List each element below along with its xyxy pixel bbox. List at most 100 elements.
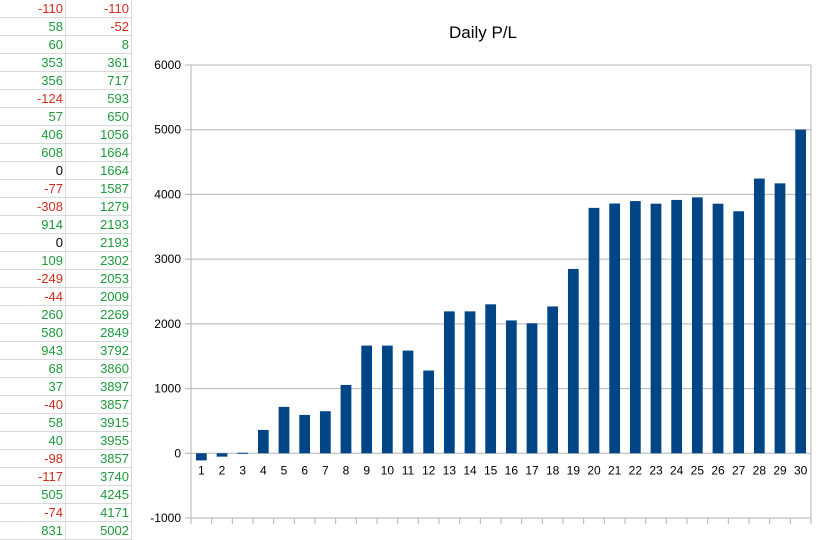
daily-value-cell[interactable]: 406 — [0, 126, 66, 144]
daily-value-cell[interactable]: 40 — [0, 432, 66, 450]
x-tick-label: 1 — [198, 463, 205, 477]
daily-value-cell[interactable]: 109 — [0, 252, 66, 270]
x-tick-label: 17 — [525, 463, 539, 477]
sheet-row: -308 1279 — [0, 198, 132, 216]
cumulative-value-cell[interactable]: 2849 — [66, 324, 132, 342]
cumulative-value-cell[interactable]: 3955 — [66, 432, 132, 450]
daily-value-cell[interactable]: 60 — [0, 36, 66, 54]
x-tick-label: 24 — [670, 463, 684, 477]
daily-value-cell[interactable]: 260 — [0, 306, 66, 324]
y-tick-label: 1000 — [154, 382, 181, 396]
daily-value-cell[interactable]: -110 — [0, 0, 66, 18]
cumulative-value-cell[interactable]: 3857 — [66, 450, 132, 468]
cumulative-value-cell[interactable]: 593 — [66, 90, 132, 108]
cumulative-value-cell[interactable]: 3860 — [66, 360, 132, 378]
sheet-row: 831 5002 — [0, 522, 132, 540]
cumulative-value-cell[interactable]: 4245 — [66, 486, 132, 504]
cumulative-value-cell[interactable]: 2053 — [66, 270, 132, 288]
sheet-row: -110 -110 — [0, 0, 132, 18]
daily-value-cell[interactable]: -124 — [0, 90, 66, 108]
chart-title: Daily P/L — [449, 23, 517, 42]
cumulative-value-cell[interactable]: 3857 — [66, 396, 132, 414]
bar — [319, 411, 331, 454]
x-tick-label: 4 — [260, 463, 267, 477]
daily-value-cell[interactable]: 831 — [0, 522, 66, 540]
cumulative-value-cell[interactable]: -52 — [66, 18, 132, 36]
daily-value-cell[interactable]: 0 — [0, 162, 66, 180]
daily-value-cell[interactable]: 58 — [0, 18, 66, 36]
sheet-row: 505 4245 — [0, 486, 132, 504]
bars — [195, 129, 807, 461]
cumulative-value-cell[interactable]: 2193 — [66, 216, 132, 234]
bar — [423, 370, 435, 454]
y-tick-label: 6000 — [154, 58, 181, 72]
cumulative-value-cell[interactable]: 650 — [66, 108, 132, 126]
x-tick-label: 30 — [794, 463, 808, 477]
cumulative-value-cell[interactable]: 1056 — [66, 126, 132, 144]
x-tick-label: 14 — [463, 463, 477, 477]
bar — [733, 211, 745, 454]
cumulative-value-cell[interactable]: 1664 — [66, 162, 132, 180]
daily-pl-chart: Daily P/L -1000 0 1000 2000 3000 4000 5000 6000… — [150, 23, 812, 525]
x-tick-label: 29 — [773, 463, 787, 477]
sheet-row: 406 1056 — [0, 126, 132, 144]
daily-value-cell[interactable]: 356 — [0, 72, 66, 90]
x-tick-label: 23 — [649, 463, 663, 477]
cumulative-value-cell[interactable]: 2269 — [66, 306, 132, 324]
bar — [361, 345, 373, 454]
daily-value-cell[interactable]: 58 — [0, 414, 66, 432]
daily-value-cell[interactable]: -249 — [0, 270, 66, 288]
cumulative-value-cell[interactable]: 717 — [66, 72, 132, 90]
daily-value-cell[interactable]: -117 — [0, 468, 66, 486]
daily-value-cell[interactable]: 353 — [0, 54, 66, 72]
sheet-row: -77 1587 — [0, 180, 132, 198]
daily-value-cell[interactable]: 37 — [0, 378, 66, 396]
daily-value-cell[interactable]: -40 — [0, 396, 66, 414]
daily-value-cell[interactable]: -77 — [0, 180, 66, 198]
cumulative-value-cell[interactable]: 4171 — [66, 504, 132, 522]
daily-value-cell[interactable]: 580 — [0, 324, 66, 342]
daily-value-cell[interactable]: 914 — [0, 216, 66, 234]
bar — [257, 429, 269, 454]
x-tick-label: 15 — [484, 463, 498, 477]
cumulative-value-cell[interactable]: 1587 — [66, 180, 132, 198]
cumulative-value-cell[interactable]: 2009 — [66, 288, 132, 306]
cumulative-value-cell[interactable]: 2193 — [66, 234, 132, 252]
daily-value-cell[interactable]: -74 — [0, 504, 66, 522]
sheet-row: 60 8 — [0, 36, 132, 54]
cumulative-value-cell[interactable]: 8 — [66, 36, 132, 54]
x-tick-label: 13 — [443, 463, 457, 477]
bar — [547, 306, 559, 454]
bar — [485, 304, 497, 454]
cumulative-value-cell[interactable]: 361 — [66, 54, 132, 72]
daily-value-cell[interactable]: -44 — [0, 288, 66, 306]
daily-value-cell[interactable]: 68 — [0, 360, 66, 378]
cumulative-value-cell[interactable]: -110 — [66, 0, 132, 18]
bar — [712, 203, 724, 454]
daily-value-cell[interactable]: 57 — [0, 108, 66, 126]
bar — [278, 406, 290, 454]
bar — [505, 320, 517, 454]
bar — [609, 203, 621, 454]
y-tick-label: 0 — [174, 446, 181, 460]
cumulative-value-cell[interactable]: 1664 — [66, 144, 132, 162]
cumulative-value-cell[interactable]: 3897 — [66, 378, 132, 396]
cumulative-value-cell[interactable]: 3915 — [66, 414, 132, 432]
cumulative-value-cell[interactable]: 3740 — [66, 468, 132, 486]
cumulative-value-cell[interactable]: 2302 — [66, 252, 132, 270]
sheet-row: 260 2269 — [0, 306, 132, 324]
cumulative-value-cell[interactable]: 1279 — [66, 198, 132, 216]
bar — [650, 203, 662, 454]
cumulative-value-cell[interactable]: 3792 — [66, 342, 132, 360]
daily-value-cell[interactable]: -308 — [0, 198, 66, 216]
bar — [195, 453, 207, 461]
y-tick-label: -1000 — [150, 511, 181, 525]
cumulative-value-cell[interactable]: 5002 — [66, 522, 132, 540]
daily-value-cell[interactable]: 943 — [0, 342, 66, 360]
daily-value-cell[interactable]: 608 — [0, 144, 66, 162]
x-tick-label: 9 — [363, 463, 370, 477]
daily-value-cell[interactable]: 0 — [0, 234, 66, 252]
x-tick-label: 16 — [505, 463, 519, 477]
daily-value-cell[interactable]: 505 — [0, 486, 66, 504]
daily-value-cell[interactable]: -98 — [0, 450, 66, 468]
